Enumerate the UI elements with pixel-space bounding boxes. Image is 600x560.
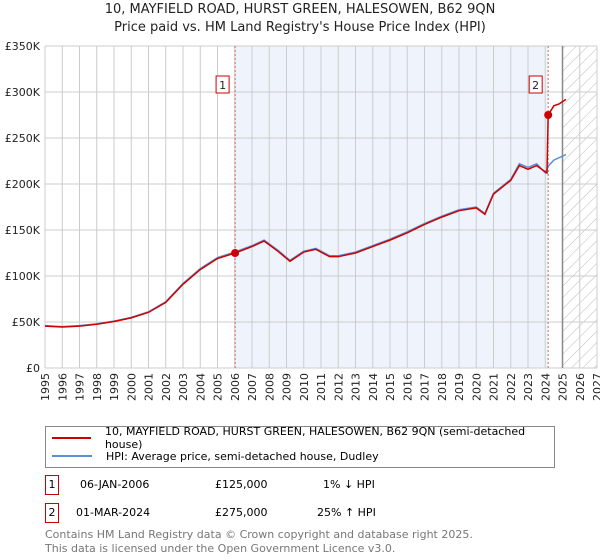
x-tick-label: 1996 [56,373,69,401]
y-tick-label: £0 [26,362,40,375]
x-tick-label: 2006 [229,373,242,401]
x-tick-label: 2015 [384,373,397,401]
sale-label: 1 [219,79,226,92]
footer-copyright: Contains HM Land Registry data © Crown c… [45,528,473,541]
y-tick-label: £100K [5,270,41,283]
legend-swatch-hpi [52,455,92,457]
sale-label-box [528,75,543,94]
chart-title: 10, MAYFIELD ROAD, HURST GREEN, HALESOWE… [104,2,496,17]
x-tick-label: 2022 [505,373,518,401]
transaction-hpi: 1% ↓ HPI [323,478,375,491]
sale-label: 2 [532,79,539,92]
footer: Contains HM Land Registry data © Crown c… [45,528,473,556]
transaction-price: £275,000 [215,506,268,519]
chart-subtitle: Price paid vs. HM Land Registry's House … [114,20,486,35]
x-tick-label: 1999 [108,373,121,401]
x-tick-label: 2018 [436,373,449,401]
transaction-date: 06-JAN-2006 [80,478,150,491]
transaction-hpi: 25% ↑ HPI [317,506,376,519]
property-price-line [44,98,567,328]
x-tick-label: 1998 [91,373,104,401]
y-tick-label: £300K [5,86,41,99]
x-tick-label: 2023 [522,373,535,401]
x-tick-label: 2005 [212,373,225,401]
y-tick-label: £350K [5,40,41,53]
footer-licence: This data is licensed under the Open Gov… [45,542,396,555]
legend: 10, MAYFIELD ROAD, HURST GREEN, HALESOWE… [45,425,555,468]
x-tick-label: 2012 [332,373,345,401]
legend-label-property: 10, MAYFIELD ROAD, HURST GREEN, HALESOWE… [104,425,526,451]
x-tick-label: 2010 [298,373,311,401]
x-tick-label: 2020 [470,373,483,401]
sale-label-box [215,75,230,94]
x-tick-label: 2025 [557,373,570,401]
x-tick-label: 2008 [263,373,276,401]
x-tick-label: 2027 [591,373,600,401]
x-tick-label: 2017 [419,373,432,401]
x-tick-label: 2007 [246,373,259,401]
x-tick-label: 2004 [194,373,207,401]
x-tick-label: 2002 [160,373,173,401]
y-tick-label: £150K [5,224,41,237]
x-tick-label: 1997 [74,373,87,401]
y-tick-label: £200K [5,178,41,191]
sale-point [231,249,240,257]
x-tick-label: 2021 [488,373,501,401]
x-tick-label: 2013 [350,373,363,401]
x-tick-label: 2001 [143,373,156,401]
x-tick-label: 1995 [39,373,52,401]
transaction-price: £125,000 [215,478,268,491]
x-tick-label: 2009 [281,373,294,401]
legend-swatch-property [52,437,91,439]
marker-badge: 2 [45,503,59,523]
x-tick-label: 2024 [539,373,552,401]
x-tick-label: 2016 [401,373,414,401]
x-tick-label: 2026 [574,373,587,401]
x-tick-label: 2000 [125,373,138,401]
chart: 1995 1996 1997 1998 1999 2000 2001 2002 2003 2004… [5,40,600,401]
sale-point [544,111,553,119]
x-tick-label: 2014 [367,373,380,401]
x-tick-label: 2003 [177,373,190,401]
marker-badge: 1 [45,475,59,495]
ownership-shade [235,46,549,368]
y-tick-label: £250K [5,132,41,145]
transaction-date: 01-MAR-2024 [76,506,151,519]
transaction-row: 1 06-JAN-2006 £125,000 1% ↓ HPI [45,475,600,495]
y-tick-label: £50K [12,316,41,329]
x-tick-label: 2011 [315,373,328,401]
x-tick-label: 2019 [453,373,466,401]
legend-label-hpi: HPI: Average price, semi-detached house,… [106,449,379,463]
transaction-row: 2 01-MAR-2024 £275,000 25% ↑ HPI [45,503,600,523]
